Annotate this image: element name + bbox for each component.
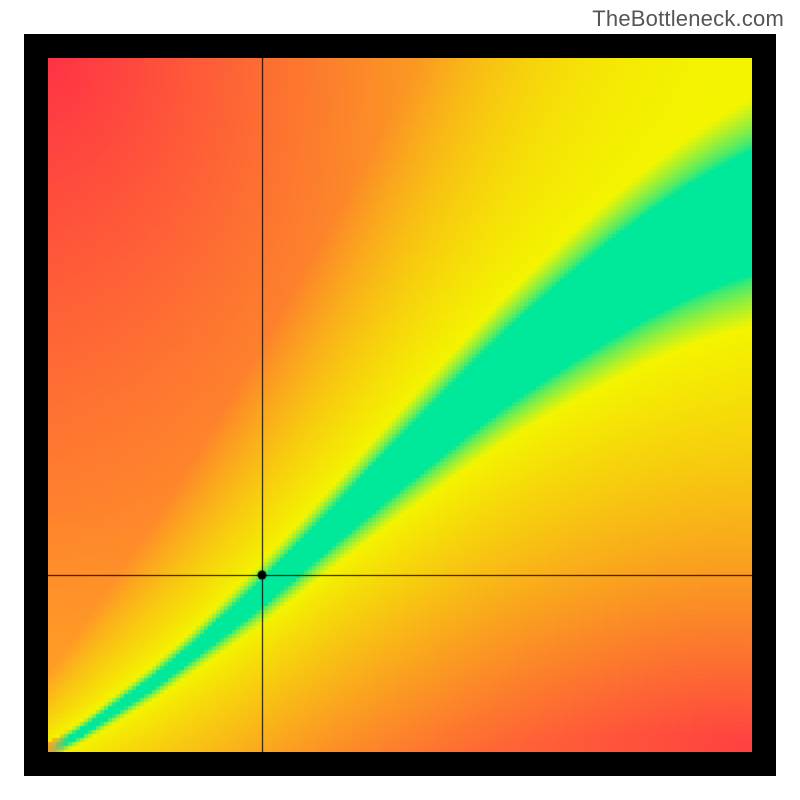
chart-container: TheBottleneck.com: [0, 0, 800, 800]
attribution-text: TheBottleneck.com: [592, 6, 784, 32]
plot-area: [48, 58, 752, 752]
heatmap-canvas: [48, 58, 752, 752]
black-frame: [24, 34, 776, 776]
